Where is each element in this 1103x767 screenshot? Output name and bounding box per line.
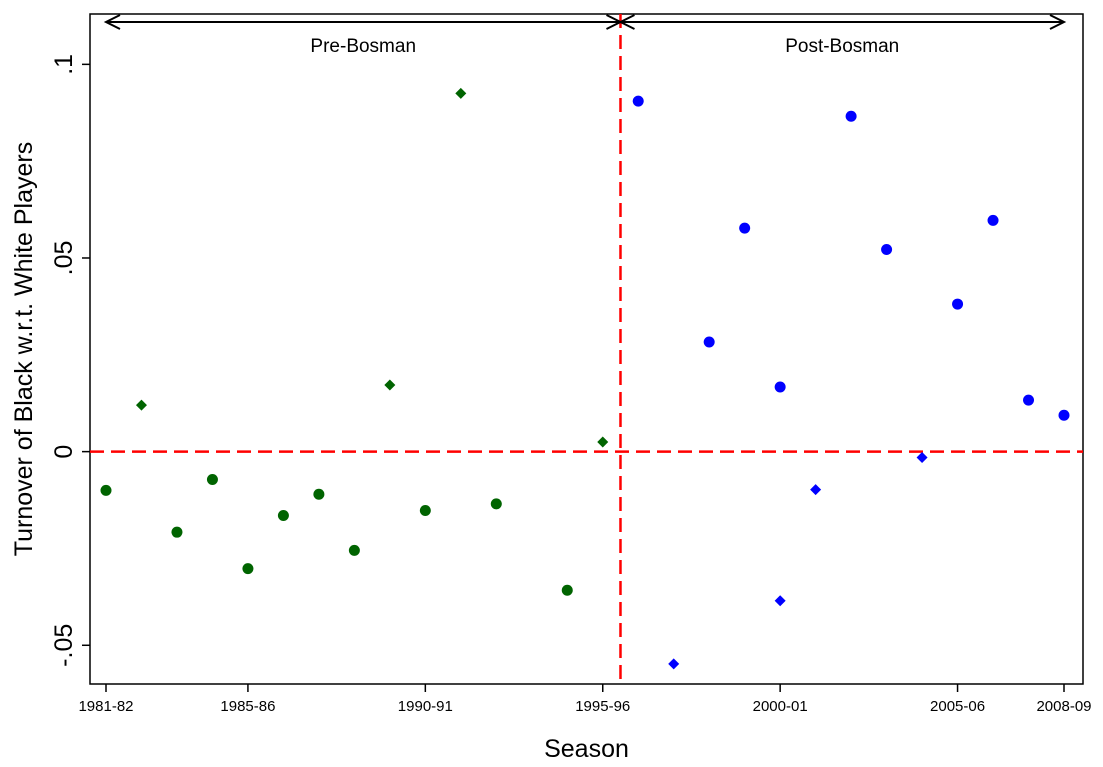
data-point-circle bbox=[100, 484, 112, 496]
data-point-circle bbox=[1058, 409, 1070, 421]
x-tick-label: 2008-09 bbox=[1036, 698, 1091, 715]
data-point-circle bbox=[952, 298, 964, 310]
data-points bbox=[100, 87, 1070, 670]
data-point-circle bbox=[845, 110, 857, 122]
data-point-circle bbox=[277, 510, 289, 522]
y-tick-label: .1 bbox=[50, 54, 78, 75]
data-point-circle bbox=[313, 488, 325, 500]
data-point-circle bbox=[561, 584, 573, 596]
plot-area-frame bbox=[89, 13, 1084, 685]
x-axis: 1981-82 1985-86 1990-91 1995-96 2000-01 2005-… bbox=[78, 684, 1092, 715]
data-point-diamond bbox=[668, 658, 680, 670]
pre-bosman-label: Pre-Bosman bbox=[310, 36, 416, 57]
data-point-diamond bbox=[455, 87, 467, 99]
y-tick-label: -.05 bbox=[50, 624, 78, 667]
post-bosman-arrow-right-head bbox=[1049, 14, 1067, 30]
data-point-diamond bbox=[774, 595, 786, 607]
x-axis-title: Season bbox=[544, 735, 629, 763]
data-point-circle bbox=[206, 474, 218, 486]
reference-lines bbox=[90, 14, 1083, 684]
y-axis-title: Turnover of Black w.r.t. White Players bbox=[10, 142, 38, 557]
data-point-circle bbox=[171, 526, 183, 538]
y-axis: -.05 0 .05 .1 bbox=[50, 54, 90, 667]
data-point-circle bbox=[242, 563, 254, 575]
data-point-circle bbox=[419, 504, 431, 516]
x-tick-label: 2005-06 bbox=[930, 698, 985, 715]
x-tick-label: 1981-82 bbox=[78, 698, 133, 715]
data-point-circle bbox=[881, 243, 893, 255]
x-tick-label: 1995-96 bbox=[575, 698, 630, 715]
period-arrows: Pre-Bosman Post-Bosman bbox=[103, 14, 1067, 57]
x-tick-label: 1985-86 bbox=[220, 698, 275, 715]
y-tick-label: .05 bbox=[50, 241, 78, 276]
data-point-circle bbox=[739, 222, 751, 234]
data-point-circle bbox=[703, 336, 715, 348]
x-tick-label: 1990-91 bbox=[398, 698, 453, 715]
post-bosman-label: Post-Bosman bbox=[785, 36, 899, 57]
data-point-diamond bbox=[384, 379, 396, 391]
x-tick-label: 2000-01 bbox=[753, 698, 808, 715]
data-point-diamond bbox=[916, 451, 928, 463]
data-point-circle bbox=[632, 95, 644, 107]
data-point-circle bbox=[1023, 394, 1035, 406]
data-point-circle bbox=[987, 214, 999, 226]
data-point-diamond bbox=[597, 436, 609, 448]
data-point-circle bbox=[490, 498, 502, 510]
post-bosman-arrow-left-head bbox=[618, 14, 635, 30]
pre-bosman-arrow-left-head bbox=[103, 14, 121, 30]
data-point-diamond bbox=[135, 399, 147, 411]
y-tick-label: 0 bbox=[50, 445, 78, 459]
data-point-diamond bbox=[810, 484, 822, 496]
data-point-circle bbox=[774, 381, 786, 393]
data-point-circle bbox=[348, 544, 360, 556]
